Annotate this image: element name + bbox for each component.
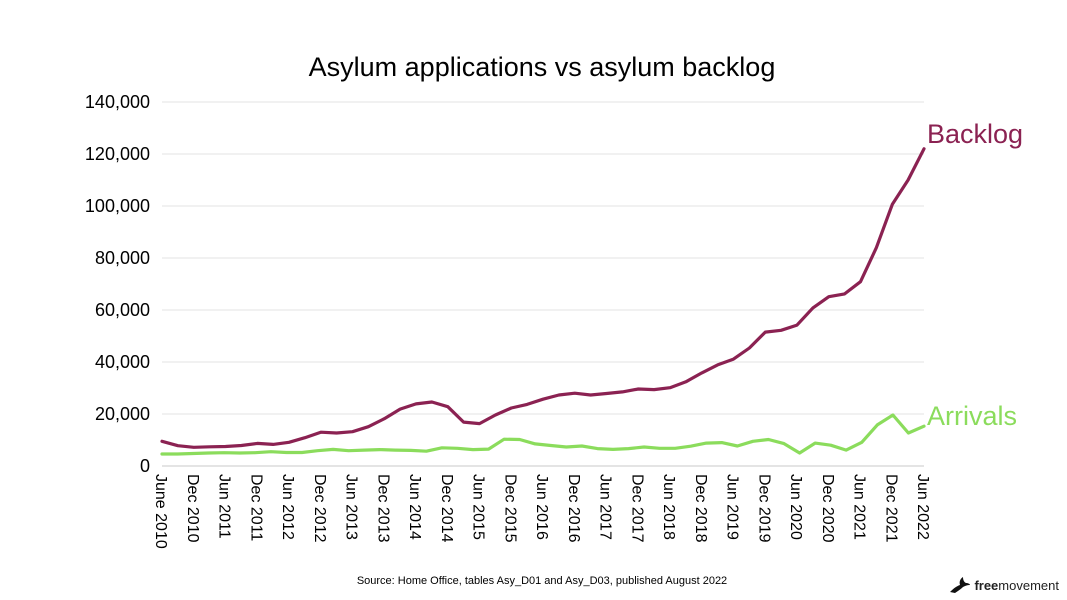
gridlines bbox=[162, 101, 924, 467]
x-tick-label: Jun 2015 bbox=[470, 474, 487, 540]
brand-name-bold: free bbox=[974, 577, 999, 593]
source-note: Source: Home Office, tables Asy_D01 and … bbox=[357, 575, 727, 587]
x-tick-label: Jun 2020 bbox=[787, 474, 804, 540]
series-line-arrivals bbox=[160, 413, 926, 456]
y-tick-label: 120,000 bbox=[85, 144, 150, 164]
x-tick-label: Jun 2011 bbox=[216, 474, 233, 539]
y-tick-label: 60,000 bbox=[95, 300, 150, 320]
y-tick-label: 0 bbox=[140, 456, 150, 476]
series-label-arrivals: Arrivals bbox=[927, 401, 1017, 431]
x-tick-label: Dec 2011 bbox=[247, 474, 264, 541]
x-tick-label: Jun 2014 bbox=[406, 474, 423, 540]
series-lines bbox=[160, 147, 926, 456]
x-tick-label: Jun 2021 bbox=[851, 474, 868, 540]
y-axis-ticks: 0 20,000 40,000 60,000 80,000 100,000 120,000 1… bbox=[85, 92, 150, 476]
x-tick-label: Jun 2016 bbox=[533, 474, 550, 540]
x-tick-label: Jun 2019 bbox=[724, 474, 741, 540]
x-tick-label: Jun 2012 bbox=[279, 474, 296, 540]
x-tick-label: Dec 2014 bbox=[438, 474, 455, 543]
x-axis-ticks: June 2010 Dec 2010 Jun 2011 Dec 2011 Jun 201… bbox=[152, 474, 931, 549]
series-line-backlog bbox=[160, 147, 926, 449]
series-labels: Backlog Arrivals bbox=[927, 119, 1023, 431]
x-tick-label: June 2010 bbox=[152, 474, 169, 549]
series-label-backlog: Backlog bbox=[927, 119, 1023, 149]
x-tick-label: Dec 2019 bbox=[755, 474, 772, 543]
x-tick-label: Dec 2017 bbox=[628, 474, 645, 543]
brand-name: freemovement bbox=[974, 578, 1059, 593]
x-tick-label: Dec 2012 bbox=[311, 474, 328, 543]
brand-name-rest: movement bbox=[998, 577, 1059, 593]
x-tick-label: Dec 2018 bbox=[692, 474, 709, 543]
x-tick-label: Dec 2015 bbox=[501, 474, 518, 543]
bird-icon bbox=[950, 577, 971, 593]
brand-logo: freemovement bbox=[949, 576, 1059, 594]
y-tick-label: 80,000 bbox=[95, 248, 150, 268]
x-tick-label: Dec 2021 bbox=[882, 474, 899, 543]
x-tick-label: Jun 2013 bbox=[343, 474, 360, 540]
x-tick-label: Jun 2018 bbox=[660, 474, 677, 540]
x-tick-label: Dec 2010 bbox=[184, 474, 201, 543]
y-tick-label: 100,000 bbox=[85, 196, 150, 216]
x-tick-label: Dec 2016 bbox=[565, 474, 582, 543]
x-tick-label: Dec 2020 bbox=[819, 474, 836, 543]
x-tick-label: Jun 2022 bbox=[914, 474, 931, 540]
y-tick-label: 20,000 bbox=[95, 404, 150, 424]
x-tick-label: Dec 2013 bbox=[374, 474, 391, 543]
y-tick-label: 40,000 bbox=[95, 352, 150, 372]
x-tick-label: Jun 2017 bbox=[597, 474, 614, 540]
chart-title: Asylum applications vs asylum backlog bbox=[309, 52, 776, 82]
y-tick-label: 140,000 bbox=[85, 92, 150, 112]
